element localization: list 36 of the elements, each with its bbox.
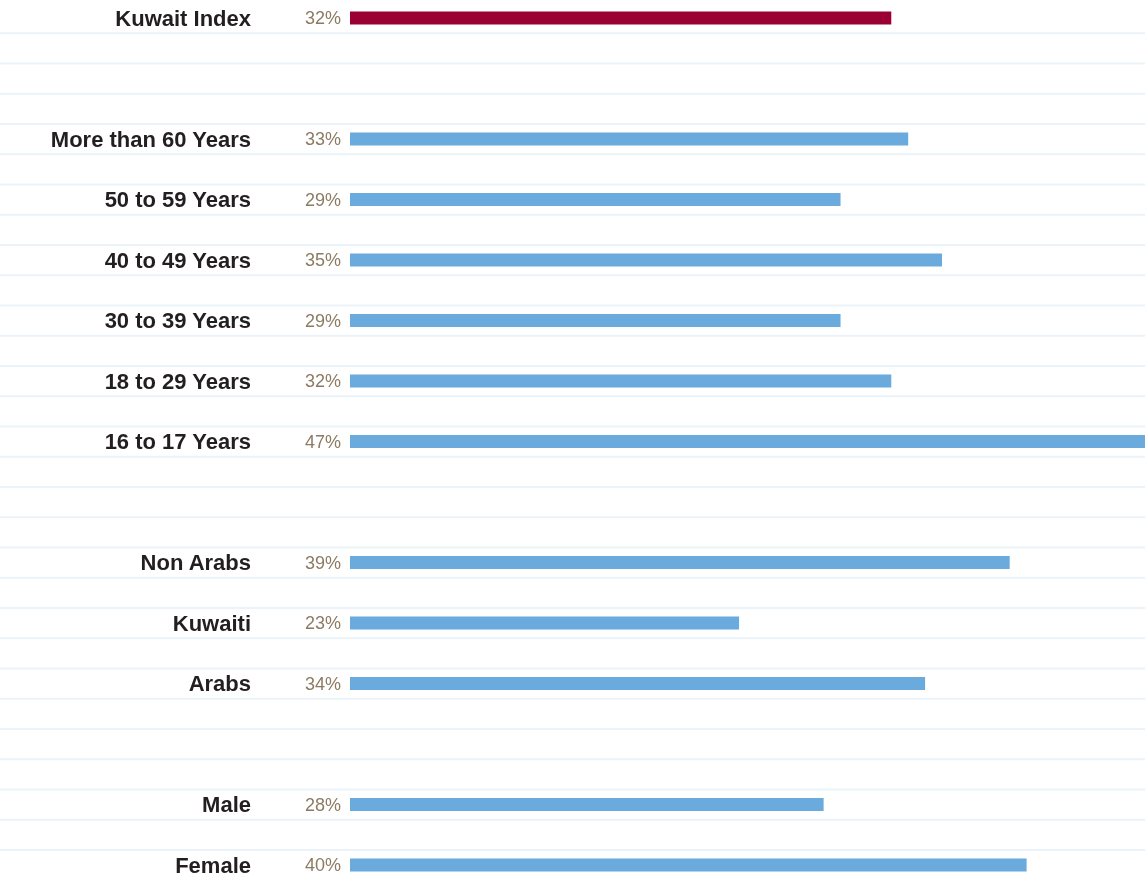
data-label: 34% [304,673,341,694]
data-label: 23% [304,613,341,634]
bar [350,798,824,811]
y-tick-label: Arabs [188,671,251,697]
bar [350,677,926,690]
data-label: 47% [304,431,341,452]
data-label: 32% [304,8,341,29]
bar [350,253,943,267]
y-tick-label: More than 60 Years [50,126,251,152]
data-label: 40% [304,855,341,876]
data-label: 33% [304,129,341,150]
y-tick-label: Kuwait Index [115,5,252,31]
y-tick-label: Female [175,852,251,878]
bar [350,314,841,327]
y-tick-label: 16 to 17 Years [104,429,251,455]
bar [350,616,740,630]
bar [350,11,892,25]
y-tick-label: 18 to 29 Years [104,368,251,394]
y-tick-label: Non Arabs [140,550,251,576]
data-label: 32% [304,371,341,392]
bar [350,193,841,206]
y-tick-label: Male [202,792,251,818]
bar [350,132,909,146]
data-label: 35% [304,250,341,271]
data-label: 29% [304,189,341,210]
y-tick-label: 30 to 39 Years [104,308,251,334]
bar [350,556,1010,569]
y-tick-label: 40 to 49 Years [104,247,251,273]
y-tick-label: 50 to 59 Years [104,187,251,213]
data-label: 39% [304,552,341,573]
bar [350,435,1145,448]
bar [350,374,892,388]
data-label: 28% [304,794,341,815]
y-tick-label: Kuwaiti [172,610,251,636]
bar [350,858,1027,872]
data-label: 29% [304,310,341,331]
